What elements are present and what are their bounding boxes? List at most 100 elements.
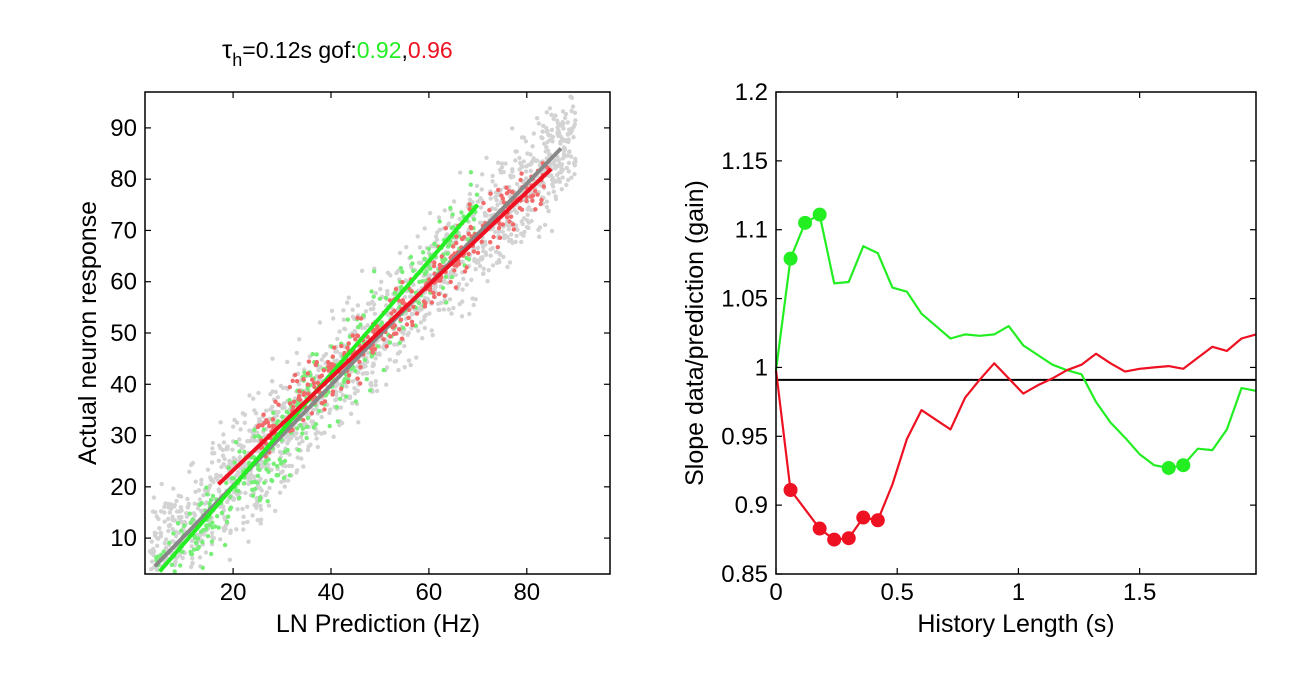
scatter-point — [171, 486, 176, 491]
scatter-point — [551, 116, 556, 122]
scatter-point — [264, 408, 269, 413]
scatter-point — [562, 148, 567, 154]
scatter-point — [440, 285, 446, 291]
scatter-point — [493, 183, 498, 188]
scatter-point — [514, 181, 520, 187]
scatter-point — [389, 311, 394, 316]
scatter-point — [365, 350, 371, 356]
scatter-point — [204, 485, 209, 490]
scatter-point — [161, 549, 166, 554]
scatter-point — [283, 434, 289, 440]
scatter-point — [397, 250, 403, 256]
scatter-point — [572, 161, 577, 166]
scatter-point — [237, 449, 242, 454]
scatter-point — [162, 519, 167, 524]
scatter-point — [359, 268, 365, 273]
scatter-point — [270, 356, 275, 361]
scatter-point — [544, 199, 550, 204]
scatter-point — [246, 481, 251, 487]
scatter-point — [315, 380, 321, 386]
scatter-point — [472, 258, 477, 264]
scatter-point — [243, 490, 248, 496]
scatter-point — [174, 498, 179, 504]
scatter-point — [193, 489, 198, 494]
right-series-lines — [774, 213, 1257, 541]
scatter-point — [429, 300, 435, 305]
scatter-point — [410, 261, 415, 266]
scatter-point — [479, 239, 484, 244]
scatter-point — [277, 457, 282, 462]
scatter-point — [258, 503, 263, 508]
scatter-point — [287, 473, 292, 478]
scatter-point — [166, 501, 171, 507]
scatter-point — [495, 202, 500, 208]
scatter-point — [300, 426, 306, 431]
scatter-point — [271, 461, 276, 466]
scatter-point — [379, 279, 384, 284]
scatter-point — [422, 317, 427, 322]
y-tick-label: 90 — [110, 115, 137, 142]
scatter-point — [573, 118, 578, 123]
scatter-point — [309, 411, 315, 416]
scatter-point — [257, 498, 262, 503]
scatter-point — [486, 268, 491, 273]
scatter-point — [282, 458, 288, 464]
scatter-point — [370, 363, 375, 369]
scatter-point — [572, 110, 578, 116]
scatter-point — [381, 337, 386, 342]
scatter-point — [285, 441, 290, 446]
y-tick-label: 70 — [110, 217, 137, 244]
scatter-point — [550, 184, 556, 189]
scatter-point — [499, 165, 505, 170]
scatter-point — [287, 384, 292, 390]
scatter-point — [209, 551, 214, 557]
scatter-point — [155, 543, 160, 548]
scatter-point — [222, 515, 227, 520]
scatter-point — [171, 504, 177, 509]
scatter-point — [475, 250, 481, 255]
scatter-point — [394, 270, 399, 276]
y-tick-label: 10 — [110, 525, 137, 552]
scatter-point — [205, 533, 211, 539]
scatter-point — [451, 244, 456, 249]
scatter-point — [224, 480, 229, 486]
scatter-point — [346, 341, 351, 346]
scatter-point — [521, 159, 526, 164]
scatter-point — [482, 213, 488, 218]
scatter-point — [519, 171, 524, 176]
scatter-point — [395, 351, 401, 356]
scatter-point — [402, 294, 408, 300]
scatter-point — [372, 269, 377, 274]
scatter-point — [158, 534, 164, 539]
scatter-point — [363, 309, 369, 314]
scatter-point — [514, 149, 519, 154]
scatter-point — [415, 234, 420, 239]
scatter-point — [422, 256, 427, 261]
scatter-point — [301, 464, 306, 469]
scatter-point — [305, 447, 311, 453]
scatter-point — [238, 427, 243, 432]
scatter-point — [496, 160, 501, 165]
scatter-point — [270, 417, 276, 422]
scatter-point — [250, 513, 255, 518]
scatter-point — [449, 311, 454, 316]
scatter-point — [385, 288, 390, 294]
scatter-point — [196, 488, 202, 493]
scatter-point — [207, 501, 212, 506]
y-tick-label: 30 — [110, 423, 137, 450]
x-tick-label: 0 — [769, 579, 782, 606]
scatter-point — [230, 447, 235, 452]
scatter-point — [200, 565, 205, 570]
scatter-point — [295, 455, 300, 460]
scatter-point — [197, 497, 203, 502]
scatter-point — [478, 205, 484, 210]
scatter-point — [338, 405, 343, 410]
scatter-point — [407, 294, 413, 299]
scatter-point — [268, 407, 273, 412]
scatter-point — [305, 391, 311, 396]
series-marker-green — [1176, 458, 1191, 473]
scatter-point — [555, 131, 560, 137]
scatter-point — [528, 152, 533, 157]
scatter-point — [430, 333, 435, 338]
